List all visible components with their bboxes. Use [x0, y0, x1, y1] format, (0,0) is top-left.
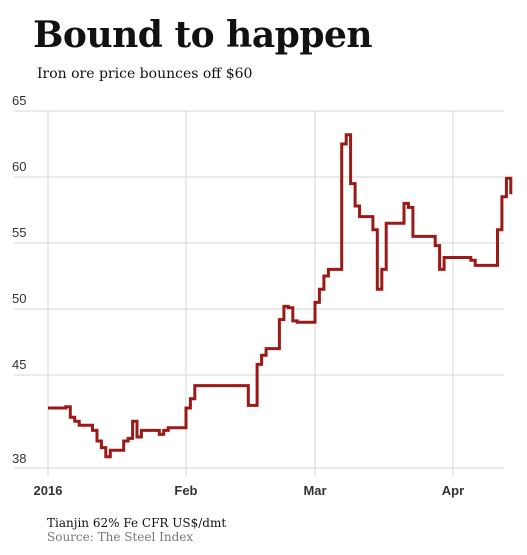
x-tick-label: 2016 — [34, 483, 63, 498]
chart-note: Tianjin 62% Fe CFR US$/dmt — [47, 516, 227, 530]
chart-subtitle: Iron ore price bounces off $60 — [37, 66, 253, 82]
chart-title: Bound to happen — [33, 14, 373, 56]
y-tick-label: 65 — [12, 93, 26, 108]
y-tick-label: 50 — [12, 291, 26, 306]
y-tick-label: 55 — [12, 225, 26, 240]
x-tick-label: Mar — [303, 483, 326, 498]
x-tick-label: Apr — [442, 483, 464, 498]
x-tick-label: Feb — [174, 483, 197, 498]
y-tick-label: 45 — [12, 357, 26, 372]
chart-source: Source: The Steel Index — [47, 530, 194, 544]
y-tick-label: 60 — [12, 159, 26, 174]
price-series-line — [48, 133, 513, 459]
y-tick-label: 38 — [12, 451, 26, 466]
